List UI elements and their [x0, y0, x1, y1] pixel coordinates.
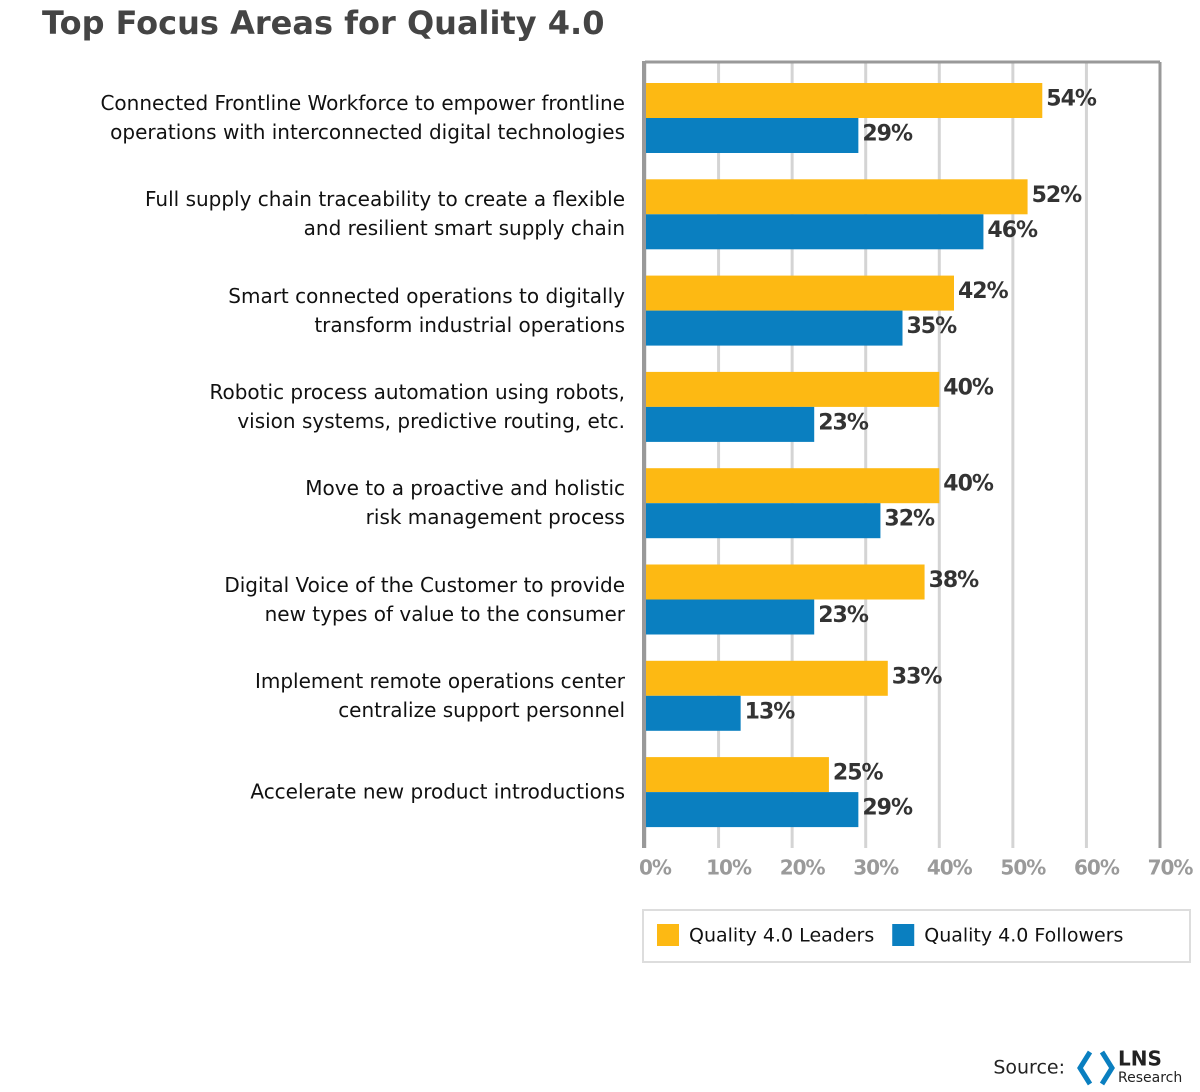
value-label: 33%: [892, 664, 943, 689]
value-label: 23%: [818, 603, 869, 628]
bar: [645, 371, 940, 407]
source-label: Source:: [993, 1057, 1065, 1079]
x-tick-label: 40%: [927, 856, 973, 880]
legend-label: Quality 4.0 Leaders: [689, 925, 874, 947]
value-label: 40%: [943, 375, 994, 400]
category-label: Full supply chain traceability to create…: [145, 187, 625, 241]
bar: [645, 564, 925, 600]
category-label: Smart connected operations to digitally …: [228, 283, 625, 337]
value-label: 52%: [1032, 183, 1083, 208]
bar: [645, 599, 815, 635]
value-label: 42%: [958, 279, 1009, 304]
bar: [645, 792, 859, 828]
value-label: 32%: [884, 507, 935, 532]
x-tick-label: 70%: [1148, 856, 1194, 880]
bar: [645, 118, 859, 153]
legend-swatch: [892, 924, 915, 946]
bar: [645, 83, 1043, 118]
value-label: 25%: [833, 761, 884, 786]
bar: [645, 757, 829, 793]
value-label: 46%: [987, 218, 1038, 243]
x-tick-label: 60%: [1074, 856, 1120, 880]
bar: [645, 214, 984, 250]
legend-box: [642, 909, 1191, 963]
bar: [645, 310, 903, 346]
bar: [645, 406, 815, 442]
bar: [645, 179, 1028, 215]
legend-swatch: [657, 924, 679, 946]
value-label: 54%: [1046, 87, 1097, 112]
bar: [645, 503, 881, 539]
bar: [645, 695, 741, 731]
category-label: Connected Frontline Workforce to empower…: [100, 91, 625, 144]
bar: [645, 660, 888, 696]
logo-top: LNS: [1118, 1047, 1162, 1071]
legend-label: Quality 4.0 Followers: [924, 925, 1123, 947]
value-label: 38%: [929, 568, 980, 593]
category-label: Accelerate new product introductions: [250, 779, 625, 804]
x-tick-label: 0%: [639, 856, 672, 880]
value-label: 29%: [862, 122, 913, 147]
value-label: 35%: [907, 314, 958, 339]
x-tick-label: 50%: [1000, 856, 1046, 880]
logo-mark: [1077, 1050, 1115, 1086]
category-label: Robotic process automation using robots,…: [209, 379, 626, 433]
category-label: Digital Voice of the Customer to provide…: [224, 572, 625, 626]
x-tick-label: 20%: [780, 856, 826, 880]
category-label: Implement remote operations center centr…: [254, 668, 625, 722]
x-tick-label: 10%: [706, 856, 752, 880]
value-label: 29%: [862, 796, 913, 821]
bar: [645, 275, 954, 311]
value-label: 23%: [818, 410, 869, 435]
value-label: 40%: [943, 472, 994, 497]
value-label: 13%: [745, 699, 796, 724]
bar: [645, 468, 940, 504]
chart-title: Top Focus Areas for Quality 4.0: [42, 4, 604, 42]
logo-bottom: Research: [1118, 1070, 1182, 1086]
category-label: Move to a proactive and holistic risk ma…: [305, 476, 625, 530]
x-tick-label: 30%: [853, 856, 899, 880]
